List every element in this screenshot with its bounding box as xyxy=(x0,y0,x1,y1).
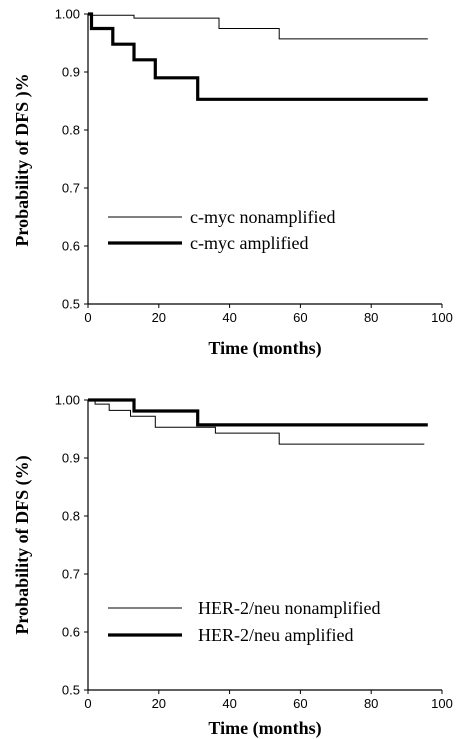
chart-1-x-tick-label: 20 xyxy=(152,696,166,711)
chart-1-y-tick-label: 0.8 xyxy=(62,509,80,524)
chart-1-y-tick-label: 0.6 xyxy=(62,625,80,640)
chart-1-y-tick-label: 0.5 xyxy=(62,683,80,698)
chart-1-y-axis-title: Probability of DFS (%) xyxy=(12,455,33,634)
chart-0-p-value-text: = 0.0079 xyxy=(216,0,285,4)
chart-1-series-0-line xyxy=(88,399,425,445)
chart-1-x-tick-label: 40 xyxy=(222,696,236,711)
chart-0-x-tick-label: 40 xyxy=(222,310,236,325)
chart-0-x-tick-label: 80 xyxy=(364,310,378,325)
chart-0-p-value: P = 0.0079 xyxy=(204,0,285,4)
chart-1-x-tick-label: 100 xyxy=(431,696,453,711)
chart-0-series-0-line xyxy=(88,13,428,40)
chart-0-y-tick-label: 0.5 xyxy=(62,297,80,312)
chart-0-y-tick-label: 0.7 xyxy=(62,181,80,196)
chart-0-legend-label-0: c-myc nonamplified xyxy=(190,207,335,227)
chart-1-x-axis-title: Time (months) xyxy=(208,718,321,739)
chart-1-y-tick-label: 1.00 xyxy=(55,393,80,408)
chart-1-y-tick-label: 0.7 xyxy=(62,567,80,582)
chart-1-legend-label-0: HER-2/neu nonamplified xyxy=(198,598,380,618)
chart-0-y-tick-label: 1.00 xyxy=(55,7,80,22)
chart-0-p-symbol: P xyxy=(204,0,216,4)
chart-1-p-value: P = 0.5868 xyxy=(197,0,278,4)
chart-1-legend-label-1: HER-2/neu amplified xyxy=(198,625,353,645)
chart-1-x-tick-label: 0 xyxy=(84,696,91,711)
chart-0-y-tick-label: 0.9 xyxy=(62,65,80,80)
chart-1-series-1-line xyxy=(88,398,428,427)
chart-0-x-axis-title: Time (months) xyxy=(208,338,321,359)
chart-0-y-tick-label: 0.6 xyxy=(62,239,80,254)
chart-1: 0.5 0.6 0.7 0.8 0.9 1.00 0 20 40 60 80 100 Time (mon… xyxy=(12,0,453,739)
chart-0-x-tick-label: 60 xyxy=(293,310,307,325)
chart-0-x-tick-label: 20 xyxy=(152,310,166,325)
chart-0-x-tick-label: 100 xyxy=(431,310,453,325)
chart-0-y-axis-title: Probability of DFS )% xyxy=(12,73,33,246)
chart-0-legend-label-1: c-myc amplified xyxy=(190,233,308,253)
chart-1-p-value-text: = 0.5868 xyxy=(209,0,278,4)
chart-1-y-tick-label: 0.9 xyxy=(62,451,80,466)
chart-1-p-symbol: P xyxy=(197,0,209,4)
chart-1-x-tick-label: 80 xyxy=(364,696,378,711)
chart-0-y-tick-label: 0.8 xyxy=(62,123,80,138)
chart-0-x-tick-label: 0 xyxy=(84,310,91,325)
chart-1-x-tick-label: 60 xyxy=(293,696,307,711)
chart-0-series-1-line xyxy=(88,12,428,101)
chart-0: 0.5 0.6 0.7 0.8 0.9 1.00 0 20 40 60 80 100 Time (mon… xyxy=(12,0,453,359)
